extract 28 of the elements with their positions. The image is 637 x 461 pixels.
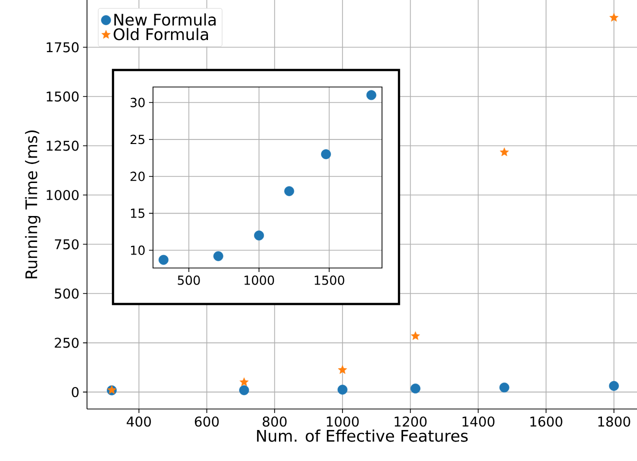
x-tick-label: 1200 [394,416,427,427]
x-tick-label: 1000 [244,275,274,285]
y-tick-label: 10 [131,246,145,255]
y-tick-label: 15 [131,208,144,218]
x-tick-label: 1000 [326,416,359,427]
y-tick-label: 1750 [46,42,79,52]
x-axis-title: Num. of Effective Features [257,430,468,442]
x-tick-label: 600 [194,416,219,427]
y-tick-label: 0 [72,386,79,398]
x-tick-label: 500 [178,275,200,285]
x-tick-label: 1600 [530,416,562,427]
y-tick-label: 250 [54,338,79,348]
y-axis-title: Running Time (ms) [24,130,40,278]
x-tick-label: 1800 [598,416,630,427]
x-tick-label: 400 [126,416,151,427]
x-tick-label: 1500 [314,275,344,285]
legend-label: New Formula [114,13,216,26]
y-tick-label: 1000 [46,190,79,200]
y-tick-label: 750 [54,239,79,250]
y-tick-label: 30 [130,98,145,108]
y-tick-label: 1250 [46,140,79,151]
y-tick-label: 25 [130,134,144,144]
x-tick-label: 800 [262,416,287,427]
x-tick-label: 1400 [462,416,494,427]
y-tick-label: 500 [54,288,79,299]
y-tick-label: 1500 [46,91,79,102]
legend-label: Old Formula [114,28,208,40]
y-tick-label: 20 [130,172,145,182]
